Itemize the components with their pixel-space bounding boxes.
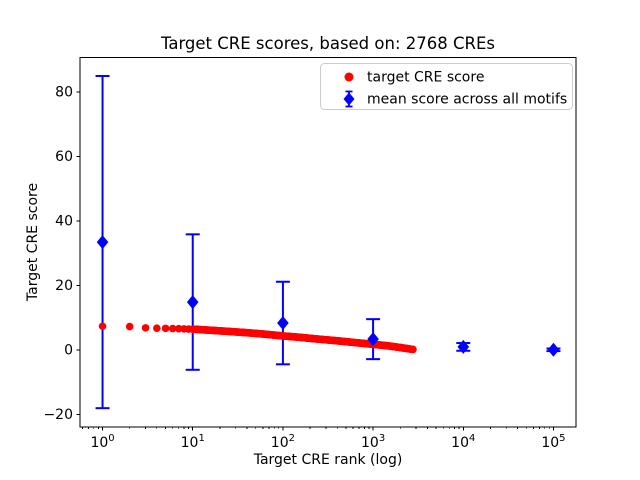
y-tick-label: 40 xyxy=(55,214,73,230)
red-data-point xyxy=(168,324,177,333)
red-data-point xyxy=(161,324,170,333)
errorbar-layer xyxy=(95,74,561,410)
x-tick-label: 105 xyxy=(541,433,565,451)
y-tick-label: 60 xyxy=(55,149,73,165)
x-tick-label: 102 xyxy=(271,433,295,451)
y-tick-label: 20 xyxy=(55,278,73,294)
red-series-layer xyxy=(98,322,417,354)
x-tick-label: 101 xyxy=(181,433,205,451)
legend-entry-mean-score: mean score across all motifs xyxy=(367,92,567,108)
blue-diamond-point xyxy=(367,332,379,347)
y-tick-label: 0 xyxy=(64,343,73,359)
legend: target CRE score mean score across all m… xyxy=(320,63,573,110)
y-tick-label: −20 xyxy=(43,407,73,423)
legend-box xyxy=(320,63,573,110)
y-axis-label: Target CRE score xyxy=(25,183,41,302)
x-tick-label: 103 xyxy=(361,433,385,451)
red-data-point xyxy=(125,322,134,331)
blue-diamond-point xyxy=(457,339,470,354)
red-data-point xyxy=(409,345,417,354)
chart-title: Target CRE scores, based on: 2768 CREs xyxy=(160,34,495,53)
plot-area-border xyxy=(79,57,577,428)
y-tick-label: 80 xyxy=(55,85,73,101)
x-tick-label: 104 xyxy=(451,433,475,451)
red-data-point xyxy=(141,324,150,332)
legend-entry-target-cre-score: target CRE score xyxy=(367,70,484,86)
blue-diamond-point xyxy=(186,295,199,310)
diamond-layer xyxy=(96,235,560,357)
axis-ticks: 100 101 102 103 104 105 −20 0 20 40 60 80 xyxy=(43,85,565,452)
blue-diamond-point xyxy=(277,316,289,331)
x-tick-label: 100 xyxy=(90,433,114,451)
legend-red-circle-icon xyxy=(344,72,354,82)
blue-diamond-point xyxy=(547,342,560,357)
red-data-point xyxy=(153,324,161,332)
x-axis-label: Target CRE rank (log) xyxy=(253,452,403,468)
blue-diamond-point xyxy=(96,235,109,250)
red-data-point xyxy=(98,322,107,331)
legend-blue-diamond-icon xyxy=(343,90,355,108)
